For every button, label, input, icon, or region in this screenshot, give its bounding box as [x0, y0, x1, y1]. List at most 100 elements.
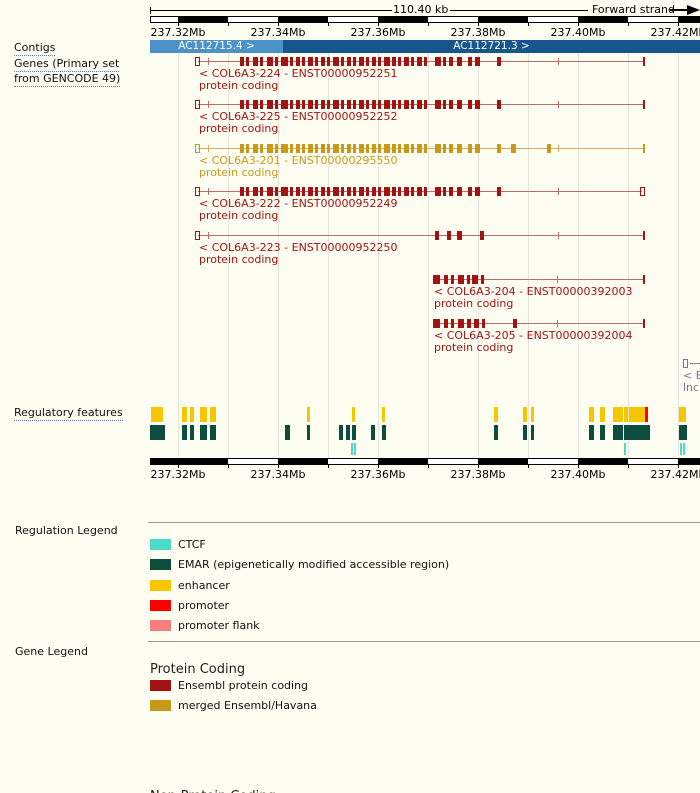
transcript-exon[interactable] [341, 187, 344, 196]
transcript-exon[interactable] [424, 100, 427, 109]
enhancer-feature[interactable] [352, 407, 355, 422]
transcript-exon[interactable] [404, 144, 409, 153]
transcript-exon[interactable] [398, 100, 401, 109]
transcript-exon[interactable] [547, 144, 551, 153]
transcript-exon[interactable] [253, 100, 258, 109]
transcript-exon[interactable] [398, 187, 401, 196]
enhancer-feature[interactable] [182, 407, 187, 422]
emar-feature[interactable] [200, 425, 207, 440]
transcript-exon[interactable] [347, 144, 351, 153]
ctcf-feature[interactable] [683, 443, 685, 455]
transcript-exon[interactable] [435, 100, 441, 109]
ctcf-feature[interactable] [351, 443, 353, 455]
transcript-exon-noncoding[interactable] [640, 187, 645, 196]
transcript-exon[interactable] [458, 275, 464, 284]
enhancer-feature[interactable] [494, 407, 498, 422]
transcript-exon[interactable] [281, 187, 288, 196]
ctcf-feature[interactable] [680, 443, 682, 455]
emar-feature[interactable] [150, 425, 165, 440]
transcript-exon[interactable] [497, 57, 501, 66]
transcript-exon[interactable] [457, 100, 462, 109]
transcript-exon[interactable] [315, 187, 318, 196]
transcript-exon[interactable] [474, 319, 479, 328]
transcript-exon[interactable] [378, 57, 381, 66]
transcript-exon[interactable] [260, 57, 263, 66]
emar-feature[interactable] [346, 425, 350, 440]
transcript-exon[interactable] [384, 57, 390, 66]
transcript-exon[interactable] [327, 57, 330, 66]
emar-feature[interactable] [494, 425, 498, 440]
transcript-label[interactable]: < COL6A3-225 - ENST00000952252 [199, 110, 398, 123]
transcript-exon[interactable] [475, 100, 480, 109]
enhancer-feature[interactable] [382, 407, 385, 422]
emar-feature[interactable] [371, 425, 375, 440]
transcript-exon[interactable] [467, 319, 471, 328]
transcript-exon[interactable] [290, 100, 293, 109]
transcript-exon[interactable] [366, 100, 369, 109]
transcript-exon[interactable] [321, 100, 325, 109]
transcript-exon[interactable] [267, 100, 273, 109]
promoter-feature[interactable] [645, 407, 648, 422]
transcript-exon[interactable] [302, 187, 305, 196]
transcript-exon[interactable] [327, 100, 330, 109]
transcript-exon[interactable] [366, 57, 369, 66]
transcript-label[interactable]: < COL6A3-223 - ENST00000952250 [199, 241, 398, 254]
transcript-exon[interactable] [435, 231, 439, 240]
emar-feature[interactable] [600, 425, 605, 440]
transcript-exon[interactable] [398, 144, 401, 153]
transcript-exon[interactable] [449, 187, 453, 196]
transcript-exon[interactable] [392, 57, 396, 66]
transcript-exon[interactable] [366, 144, 369, 153]
transcript-label[interactable]: < COL6A3-201 - ENST00000295550 [199, 154, 398, 167]
transcript-exon[interactable] [253, 57, 258, 66]
transcript-label[interactable]: < E [683, 369, 700, 382]
transcript-exon[interactable] [443, 100, 446, 109]
transcript-exon[interactable] [260, 100, 263, 109]
transcript-exon[interactable] [240, 100, 244, 109]
transcript-exon[interactable] [302, 144, 305, 153]
transcript-exon-noncoding[interactable] [195, 231, 200, 240]
transcript-exon[interactable] [457, 57, 462, 66]
transcript-exon[interactable] [372, 100, 376, 109]
transcript-exon[interactable] [468, 187, 472, 196]
transcript-exon[interactable] [457, 144, 462, 153]
transcript-exon[interactable] [333, 100, 339, 109]
emar-feature[interactable] [589, 425, 594, 440]
transcript-exon[interactable] [480, 231, 484, 240]
sidebar-track-label-contigs[interactable]: Contigs [14, 41, 56, 56]
transcript-exon[interactable] [378, 187, 381, 196]
transcript-exon[interactable] [321, 57, 325, 66]
transcript-exon[interactable] [475, 144, 480, 153]
transcript-exon[interactable] [435, 57, 441, 66]
transcript-exon[interactable] [333, 187, 339, 196]
transcript-exon[interactable] [341, 100, 344, 109]
transcript-intron-line[interactable] [690, 363, 700, 364]
transcript-exon[interactable] [315, 144, 318, 153]
transcript-exon[interactable] [398, 57, 401, 66]
transcript-exon[interactable] [246, 187, 249, 196]
transcript-exon[interactable] [378, 144, 381, 153]
transcript-exon[interactable] [372, 144, 376, 153]
emar-feature[interactable] [182, 425, 187, 440]
transcript-exon[interactable] [302, 57, 305, 66]
transcript-exon[interactable] [424, 187, 427, 196]
transcript-exon[interactable] [359, 100, 364, 109]
transcript-exon[interactable] [275, 100, 278, 109]
transcript-exon[interactable] [308, 187, 313, 196]
transcript-exon[interactable] [433, 319, 440, 328]
transcript-exon[interactable] [341, 57, 344, 66]
enhancer-feature[interactable] [679, 407, 686, 422]
transcript-exon[interactable] [417, 100, 422, 109]
transcript-exon[interactable] [404, 57, 409, 66]
transcript-exon[interactable] [290, 144, 293, 153]
transcript-exon[interactable] [321, 187, 325, 196]
transcript-exon[interactable] [296, 187, 300, 196]
transcript-exon[interactable] [392, 187, 396, 196]
transcript-exon[interactable] [327, 144, 330, 153]
enhancer-feature[interactable] [531, 407, 534, 422]
transcript-exon[interactable] [353, 187, 356, 196]
emar-feature[interactable] [531, 425, 534, 440]
ctcf-feature[interactable] [354, 443, 356, 455]
transcript-exon[interactable] [253, 144, 258, 153]
transcript-label[interactable]: < COL6A3-205 - ENST00000392004 [434, 329, 633, 342]
